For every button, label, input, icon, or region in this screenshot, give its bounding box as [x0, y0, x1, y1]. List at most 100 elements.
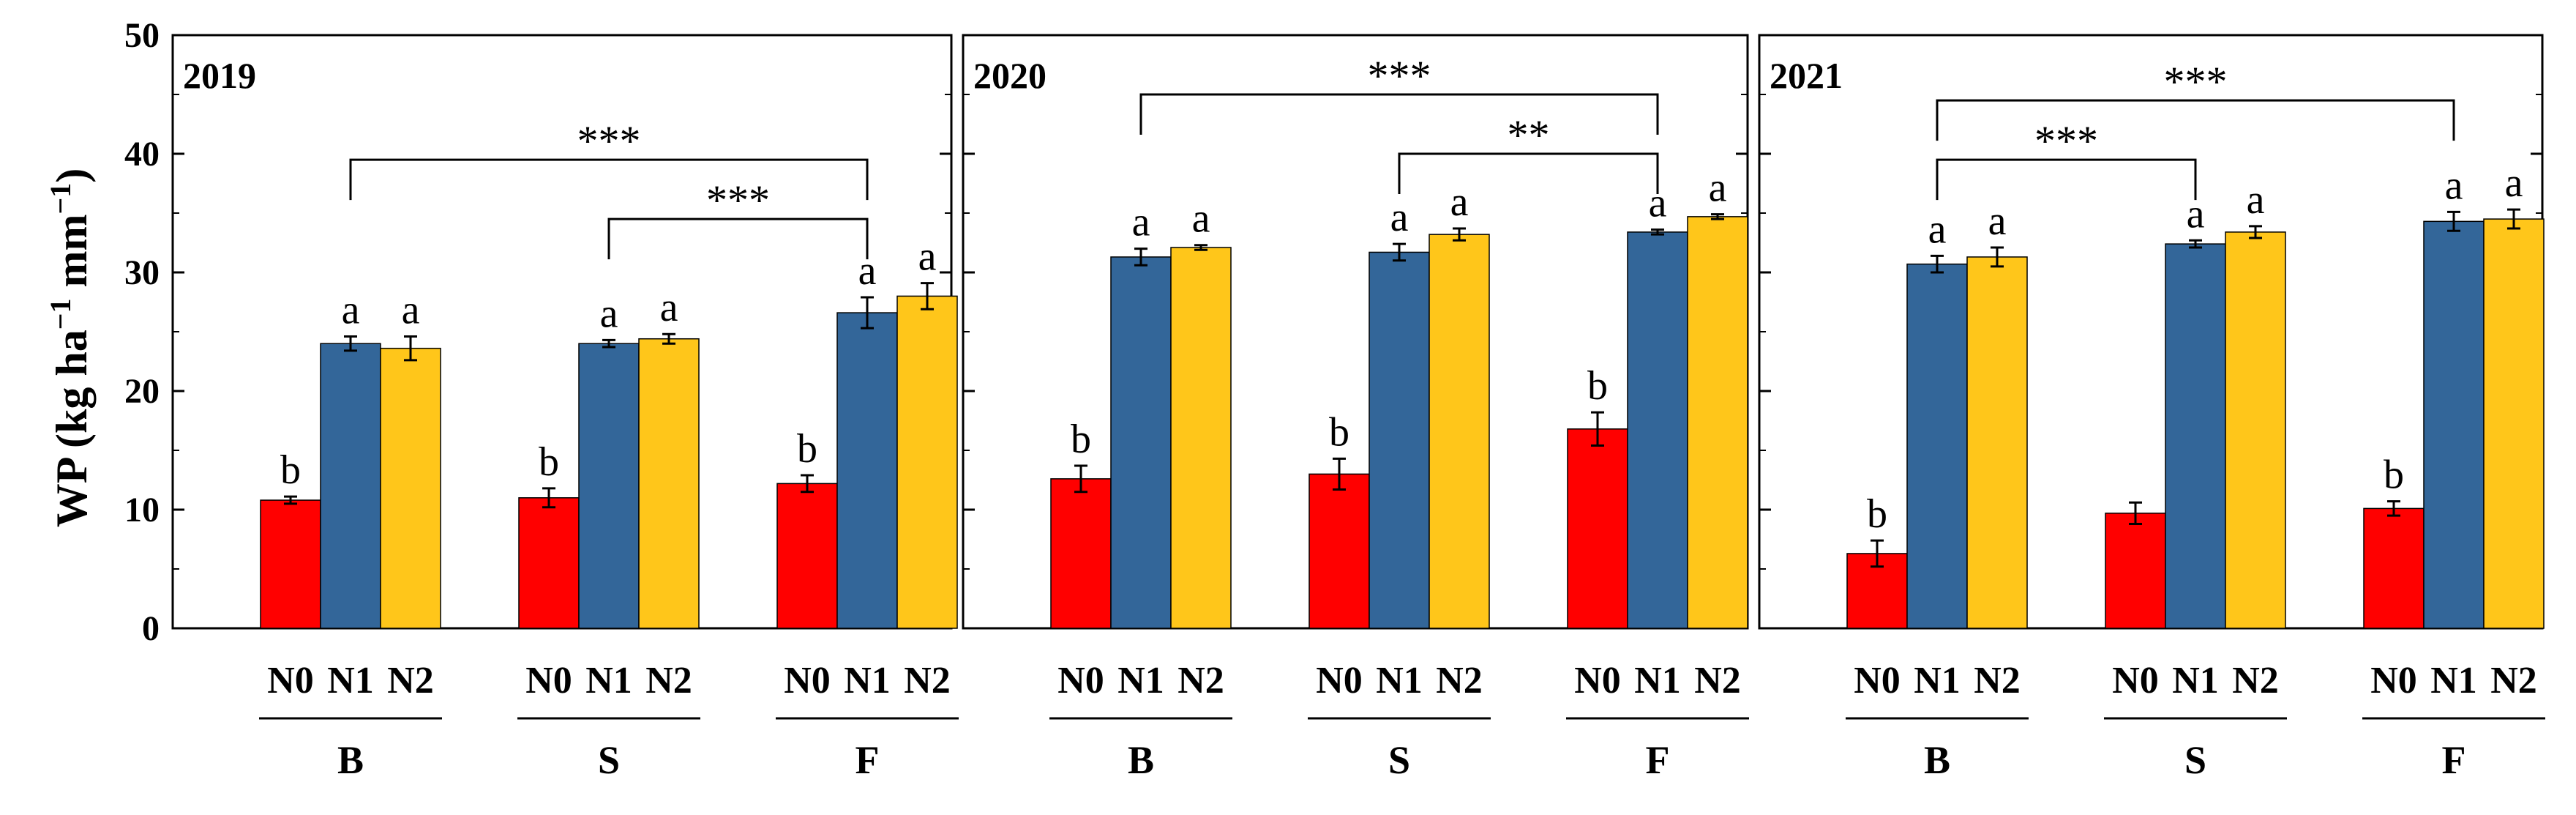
panel-2019: 0 10 20 30 40 50 2019 b N0 a N1 a N2 Bb N0 a N1 a N2 Sb N0 a N…	[124, 16, 959, 782]
significance-letter: a	[1192, 196, 1210, 242]
y-tick-label: 20	[124, 372, 160, 411]
significance-letter: a	[1450, 179, 1469, 225]
significance-letter: a	[1928, 206, 1947, 252]
significance-letter: b	[1587, 363, 1608, 409]
significance-letter: a	[1132, 200, 1150, 245]
series-label: N0	[1316, 660, 1363, 702]
series-label: N2	[387, 660, 434, 702]
bar-n1	[1906, 263, 1968, 629]
group-label: F	[1646, 738, 1670, 782]
comparison-bracket: ***	[1936, 58, 2455, 141]
bar-n1	[1627, 231, 1688, 629]
panel-title: 2021	[1770, 55, 1843, 96]
series-label: N1	[844, 660, 891, 702]
panel-title: 2019	[183, 55, 256, 96]
series-label: N1	[1117, 660, 1164, 702]
bar-n0	[1050, 478, 1112, 629]
significance-letter: a	[660, 285, 678, 330]
bracket-significance: **	[1508, 111, 1550, 159]
bar-n0	[518, 497, 580, 629]
significance-letter: a	[2247, 177, 2265, 223]
series-label: N2	[645, 660, 692, 702]
bar-n1	[1368, 251, 1430, 629]
y-axis-label: WP (kg ha−1 mm−1)	[44, 168, 96, 528]
bar-n0	[1567, 428, 1628, 629]
group-label: B	[337, 738, 364, 782]
comparison-bracket: ***	[349, 117, 869, 201]
significance-letter: a	[1709, 165, 1727, 211]
bar-n1	[2423, 220, 2485, 629]
series-label: N0	[2370, 660, 2417, 702]
series-label: N1	[585, 660, 632, 702]
y-axis-label-main: WP (kg ha	[48, 330, 96, 527]
bar-n2	[1687, 216, 1748, 629]
comparison-bracket: ***	[607, 176, 869, 260]
bar-n2	[1170, 247, 1232, 629]
series-label: N1	[327, 660, 374, 702]
significance-letter: b	[1867, 491, 1887, 537]
group-label: F	[2442, 738, 2466, 782]
bracket-line	[1398, 152, 1659, 194]
series-label: N2	[1694, 660, 1741, 702]
comparison-bracket: **	[1398, 111, 1659, 194]
significance-letter: a	[2445, 163, 2463, 208]
series-label: N0	[784, 660, 831, 702]
bracket-significance: ***	[577, 117, 641, 165]
significance-letter: b	[539, 439, 559, 485]
group-label: B	[1128, 738, 1154, 782]
y-axis-label-exp2: −1	[44, 183, 77, 215]
bar-n0	[2363, 507, 2425, 629]
series-label: N0	[1854, 660, 1901, 702]
series-label: N1	[2430, 660, 2477, 702]
series-label: N0	[267, 660, 314, 702]
bar-n1	[320, 343, 381, 629]
bar-n2	[638, 338, 700, 629]
bracket-line	[1936, 158, 2197, 201]
group-label: S	[1388, 738, 1410, 782]
significance-letter: a	[402, 287, 420, 332]
bracket-line	[1139, 93, 1659, 135]
bar-n1	[1110, 256, 1172, 629]
comparison-bracket: ***	[1139, 52, 1659, 135]
bracket-significance: ***	[1368, 52, 1431, 100]
y-axis-label-exp1: −1	[44, 298, 77, 330]
significance-letter: b	[2384, 453, 2404, 498]
series-label: N1	[1914, 660, 1961, 702]
bracket-line	[349, 158, 869, 201]
series-label: N0	[525, 660, 572, 702]
group-label: F	[855, 738, 880, 782]
series-label: N2	[1436, 660, 1483, 702]
series-label: N2	[1177, 660, 1224, 702]
series-label: N1	[1376, 660, 1423, 702]
series-label: N2	[1974, 660, 2021, 702]
bar-n1	[578, 343, 640, 629]
significance-letter: a	[918, 234, 937, 280]
y-tick-label: 10	[124, 491, 160, 529]
significance-letter: b	[1329, 409, 1349, 455]
bar-n2	[1429, 234, 1490, 629]
group-label: S	[598, 738, 620, 782]
significance-letter: b	[1071, 417, 1091, 462]
series-label: N0	[1574, 660, 1621, 702]
y-axis-label-close: )	[48, 168, 96, 183]
bar-n2	[1966, 256, 2028, 629]
series-label: N2	[2490, 660, 2537, 702]
y-tick-label: 40	[124, 135, 160, 174]
chart-panels: 0 10 20 30 40 50 2019 b N0 a N1 a N2 Bb N0 a N1 a N2 Sb N0 a N…	[124, 16, 2545, 782]
significance-letter: b	[280, 447, 301, 493]
bracket-significance: ***	[2034, 117, 2098, 165]
group-label: S	[2184, 738, 2206, 782]
significance-letter: a	[1988, 198, 2007, 244]
comparison-bracket: ***	[1936, 117, 2197, 201]
group-S: b N0 a N1 a N2 S	[1308, 179, 1491, 782]
series-label: N2	[904, 660, 951, 702]
series-label: N0	[1057, 660, 1104, 702]
y-tick-label: 30	[124, 253, 160, 292]
bar-n0	[776, 483, 838, 629]
